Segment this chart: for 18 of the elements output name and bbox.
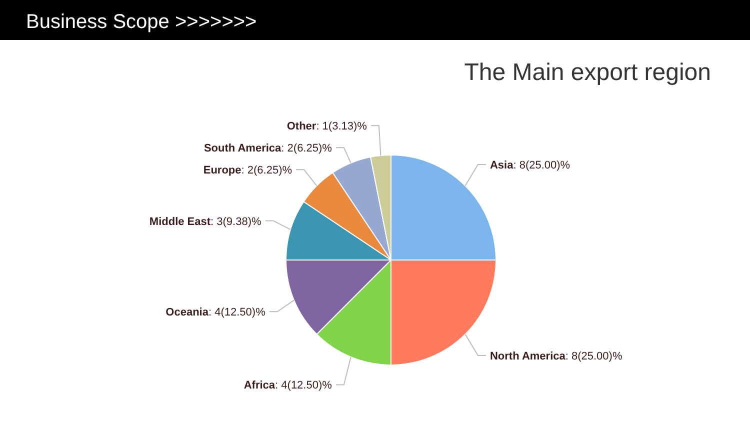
data-label: : 2(6.25)% [241, 164, 292, 177]
data-label: : 8(25.00)% [513, 160, 570, 172]
slice-label: Africa [244, 380, 276, 392]
slice-label: South America [204, 142, 282, 155]
data-label: : 4(12.50)% [275, 380, 332, 392]
text: Business Scope >>>>>>> [26, 11, 257, 33]
data-label: : 8(25.00)% [565, 350, 622, 362]
data-label: : 1(3.13)% [316, 120, 368, 133]
data-label: : 3(9.38)% [210, 216, 262, 228]
data-label: : 2(6.25)% [281, 142, 332, 155]
slice-label: Asia [490, 160, 514, 172]
slice-label: Oceania [166, 306, 210, 319]
chart-title: The Main export region [464, 59, 711, 86]
slice-label: Europe [203, 164, 242, 177]
data-label: : 4(12.50)% [208, 306, 266, 319]
slice-label: Middle East [149, 216, 211, 228]
slice-label: North America [490, 350, 566, 362]
slice-label: Other [286, 120, 317, 133]
